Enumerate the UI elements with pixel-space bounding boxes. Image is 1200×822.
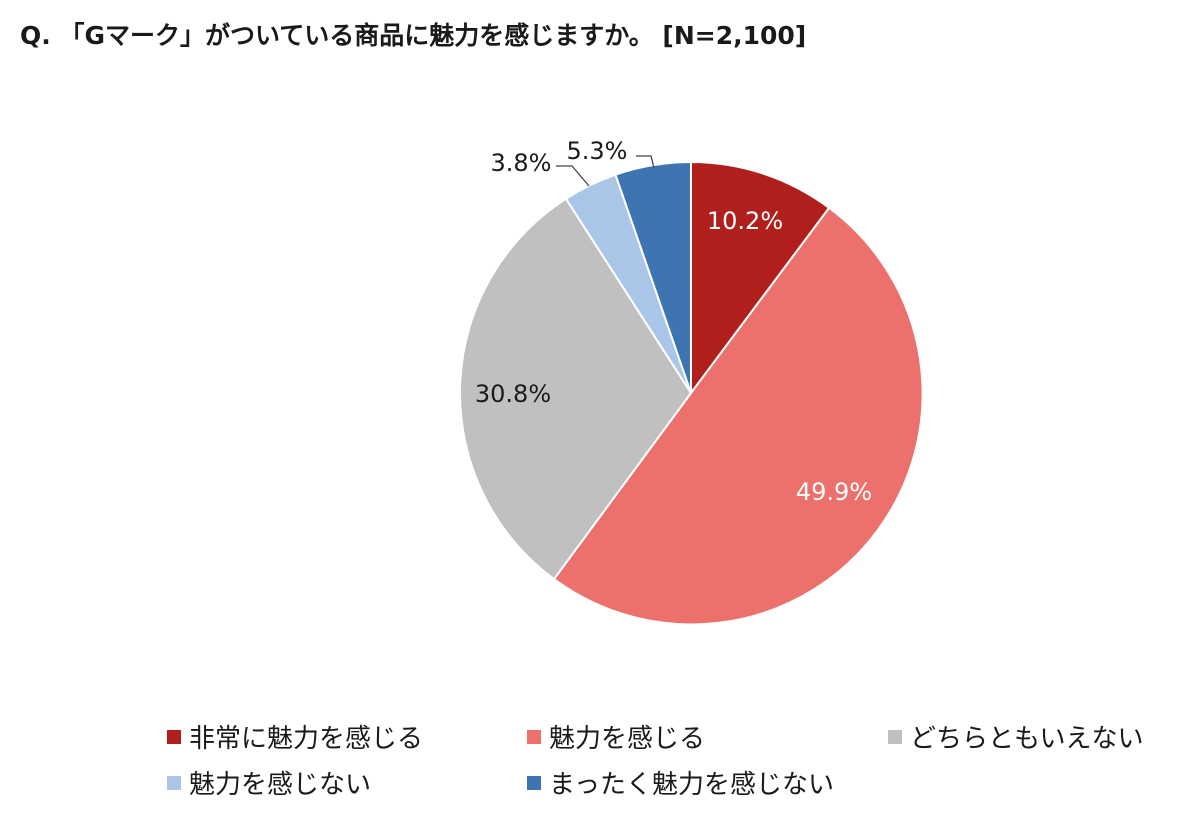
slice-label-1: 49.9%: [796, 478, 872, 506]
slice-label-0: 10.2%: [707, 207, 783, 235]
chart-title: Q. 「Gマーク」がついている商品に魅力を感じますか。 [N=2,100]: [20, 21, 807, 50]
pie-slice-2: [459, 197, 693, 581]
slice-label-2: 30.8%: [475, 380, 551, 408]
pie-slice-1: [552, 206, 924, 626]
leader-line-4: [636, 155, 655, 169]
slice-label-3: 3.8%: [491, 149, 552, 177]
slice-label-4: 5.3%: [567, 137, 628, 165]
pie-slice-0: [690, 160, 831, 397]
leader-line-3: [556, 165, 590, 187]
